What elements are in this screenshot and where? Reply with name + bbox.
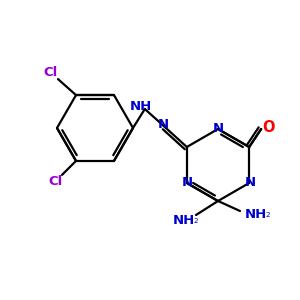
Text: Cl: Cl (43, 66, 57, 79)
Text: O: O (262, 119, 274, 134)
Text: NH: NH (173, 214, 195, 227)
Text: NH: NH (245, 208, 267, 220)
Text: NH: NH (130, 100, 152, 112)
Text: N: N (181, 176, 192, 190)
Text: $_2$: $_2$ (193, 216, 199, 226)
Text: N: N (212, 122, 224, 136)
Text: N: N (157, 118, 168, 131)
Text: N: N (244, 176, 256, 190)
Text: $_2$: $_2$ (265, 210, 271, 220)
Text: Cl: Cl (49, 176, 63, 188)
